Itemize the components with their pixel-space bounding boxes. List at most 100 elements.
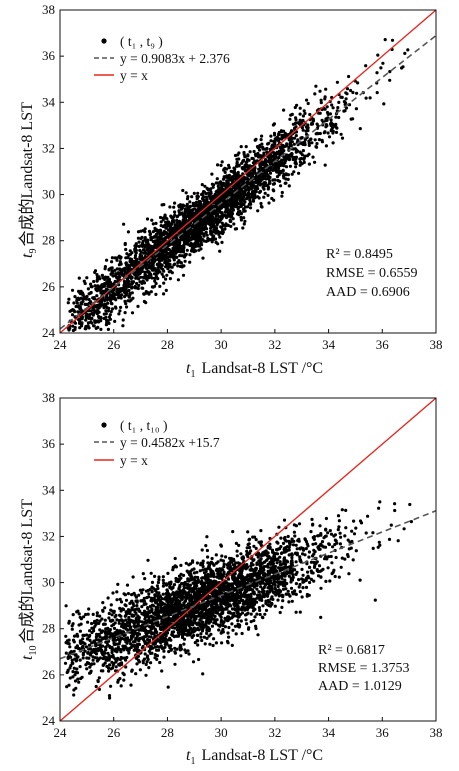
scatter-point	[157, 255, 161, 259]
scatter-point	[166, 267, 170, 271]
scatter-point	[107, 267, 111, 271]
scatter-point	[146, 248, 150, 252]
scatter-point	[249, 202, 253, 206]
scatter-point	[204, 239, 208, 243]
scatter-point	[112, 626, 117, 631]
scatter-point	[282, 149, 286, 153]
scatter-point	[226, 631, 230, 635]
scatter-point	[340, 508, 344, 512]
x-tick-label: 38	[430, 337, 443, 352]
scatter-point	[313, 160, 317, 164]
scatter-point	[104, 309, 108, 313]
scatter-point	[358, 127, 362, 131]
scatter-point	[141, 239, 145, 243]
scatter-point	[204, 544, 208, 548]
scatter-point	[207, 187, 211, 191]
scatter-point	[112, 609, 116, 614]
scatter-point	[244, 613, 248, 617]
scatter-point	[153, 279, 157, 283]
scatter-point	[342, 100, 346, 104]
scatter-point	[85, 661, 89, 665]
scatter-point	[160, 272, 164, 276]
scatter-point	[375, 91, 379, 95]
scatter-point	[73, 327, 77, 331]
scatter-point	[158, 660, 162, 665]
scatter-point	[210, 172, 214, 176]
scatter-point	[258, 189, 263, 193]
scatter-point	[396, 539, 400, 543]
scatter-point	[91, 313, 95, 317]
scatter-point	[156, 648, 161, 652]
scatter-point	[167, 232, 172, 236]
scatter-point	[173, 213, 177, 217]
scatter-point	[175, 218, 179, 222]
scatter-point	[196, 195, 200, 199]
scatter-point	[352, 519, 356, 523]
scatter-point	[304, 585, 309, 590]
scatter-point	[182, 245, 186, 249]
scatter-point	[134, 242, 138, 246]
scatter-point	[86, 287, 90, 291]
scatter-point	[262, 151, 266, 155]
scatter-point	[72, 308, 76, 312]
scatter-point	[109, 310, 113, 314]
scatter-point	[99, 327, 103, 331]
scatter-point	[80, 675, 84, 679]
scatter-point	[254, 626, 258, 631]
scatter-point	[147, 592, 151, 596]
scatter-point	[268, 171, 273, 175]
scatter-point	[93, 269, 98, 273]
scatter-point	[377, 506, 381, 510]
scatter-point	[150, 589, 154, 594]
scatter-point	[197, 244, 201, 248]
scatter-point	[165, 261, 169, 265]
scatter-point	[215, 208, 219, 213]
scatter-point	[344, 106, 349, 110]
scatter-point	[64, 604, 68, 608]
scatter-point	[185, 248, 189, 252]
scatter-point	[164, 277, 168, 281]
scatter-point	[99, 316, 103, 320]
scatter-point	[188, 236, 192, 240]
scatter-point	[144, 276, 148, 280]
scatter-point	[176, 239, 181, 243]
scatter-point	[295, 547, 299, 551]
scatter-point	[301, 114, 305, 118]
scatter-point	[105, 258, 109, 262]
scatter-point	[233, 153, 238, 158]
scatter-point	[107, 297, 111, 301]
scatter-point	[141, 286, 145, 290]
scatter-point	[70, 288, 75, 292]
scatter-point	[301, 128, 305, 132]
scatter-point	[122, 222, 126, 226]
scatter-point	[340, 556, 344, 560]
scatter-point	[201, 232, 205, 236]
scatter-point	[111, 591, 115, 595]
scatter-point	[350, 529, 354, 533]
scatter-point	[188, 204, 192, 208]
scatter-point	[319, 98, 323, 102]
scatter-point	[338, 531, 342, 535]
scatter-point	[334, 115, 338, 119]
scatter-point	[201, 195, 205, 199]
scatter-point	[143, 236, 147, 240]
scatter-point	[354, 107, 358, 111]
scatter-point	[79, 308, 83, 312]
legend: ( t₁ , t₉ ) y = 0.9083x + 2.376 y = x	[94, 34, 230, 83]
scatter-point	[225, 639, 230, 644]
scatter-point	[287, 158, 291, 162]
scatter-point	[197, 657, 201, 662]
scatter-point	[263, 164, 267, 168]
scatter-point	[183, 253, 188, 257]
scatter-point	[275, 137, 279, 141]
scatter-point	[239, 212, 243, 216]
scatter-point	[106, 327, 110, 331]
scatter-point	[160, 233, 164, 237]
scatter-point	[280, 194, 284, 198]
scatter-point	[315, 122, 319, 126]
scatter-point	[220, 189, 224, 193]
scatter-point	[115, 258, 119, 262]
scatter-point	[176, 226, 180, 231]
scatter-point	[281, 163, 285, 167]
scatter-point	[318, 111, 322, 115]
